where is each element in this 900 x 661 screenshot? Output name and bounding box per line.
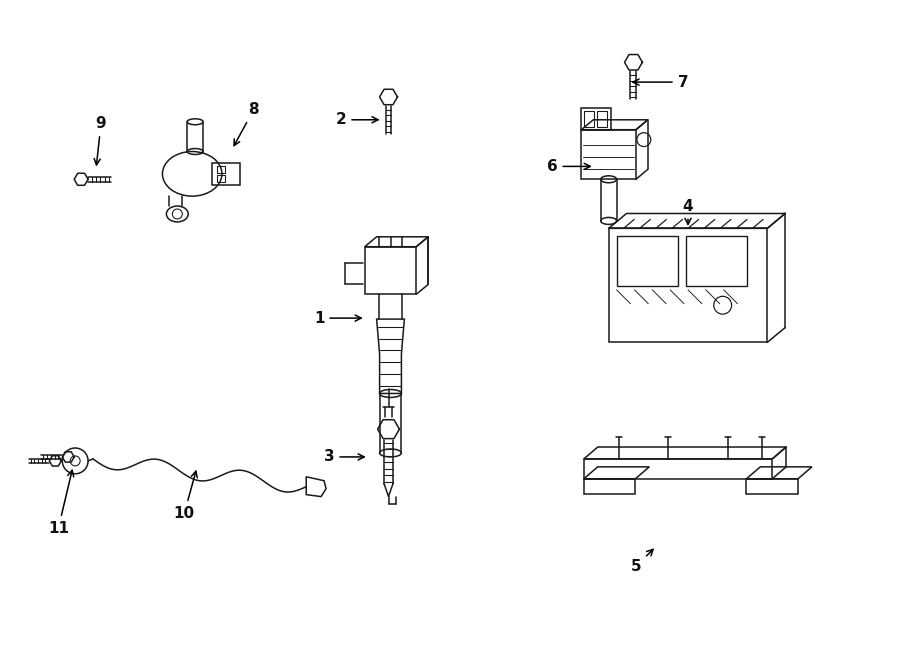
Bar [584, 111, 594, 127]
Bar [616, 236, 678, 286]
Text: 1: 1 [314, 311, 361, 326]
Bar [217, 175, 225, 182]
Bar [581, 130, 636, 179]
Text: 9: 9 [94, 116, 106, 165]
Bar [598, 111, 608, 127]
Text: 11: 11 [48, 470, 74, 536]
Text: 5: 5 [631, 549, 653, 574]
Text: 3: 3 [324, 449, 365, 465]
Bar [584, 479, 635, 494]
Bar [686, 236, 748, 286]
Text: 10: 10 [174, 471, 197, 521]
Text: 8: 8 [234, 102, 259, 145]
Bar [217, 166, 225, 173]
Text: 4: 4 [683, 198, 693, 224]
Bar [584, 459, 772, 479]
Text: 7: 7 [633, 75, 688, 90]
Bar [746, 479, 798, 494]
Text: 2: 2 [336, 112, 378, 128]
Bar [581, 108, 611, 130]
Bar [608, 228, 768, 342]
Bar [212, 163, 239, 184]
Text: 6: 6 [547, 159, 590, 174]
